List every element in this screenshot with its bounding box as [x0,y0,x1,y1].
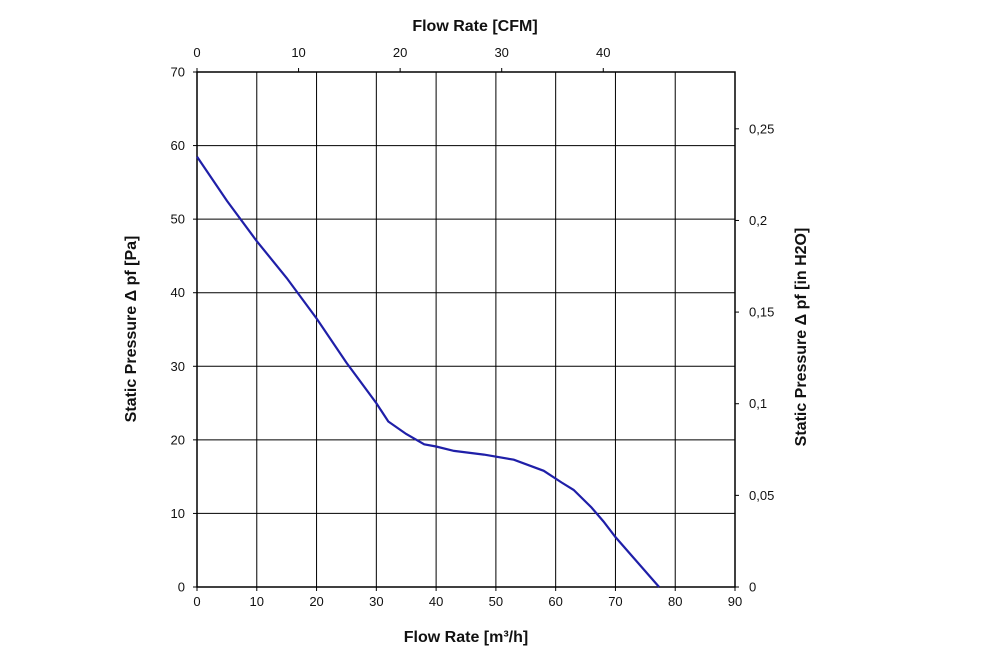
y-right-tick-label: 0,25 [749,121,774,136]
x-bottom-tick-label: 10 [250,594,264,609]
x-bottom-tick-label: 70 [608,594,622,609]
y-left-tick-label: 0 [178,580,185,595]
y-left-tick-label: 30 [171,359,185,374]
x-bottom-tick-label: 40 [429,594,443,609]
y-left-tick-label: 20 [171,432,185,447]
x-top-tick-label: 10 [291,45,305,60]
y-left-tick-label: 10 [171,506,185,521]
y-right-axis-title: Static Pressure Δ pf [in H2O] [793,228,810,447]
y-right-tick-label: 0 [749,580,756,595]
x-bottom-tick-label: 0 [193,594,200,609]
x-bottom-tick-label: 20 [309,594,323,609]
tick-labels: 0 10 20 30 40 50 60 70 80 90 0 10 20 30 40 50 60 70 0 10 20 3… [171,45,775,609]
grid-lines [197,72,735,587]
x-bottom-tick-label: 50 [489,594,503,609]
plot-frame [196,71,736,588]
y-right-tick-label: 0,15 [749,305,774,320]
series-line [196,155,660,588]
x-top-tick-label: 30 [494,45,508,60]
x-bottom-axis-title: Flow Rate [m³/h] [404,629,528,646]
y-left-tick-label: 70 [171,65,185,80]
y-left-tick-label: 60 [171,138,185,153]
y-right-tick-label: 0,2 [749,213,767,228]
y-right-tick-label: 0,05 [749,488,774,503]
x-top-tick-label: 20 [393,45,407,60]
x-top-axis-title: Flow Rate [CFM] [412,18,537,35]
y-left-tick-label: 50 [171,212,185,227]
y-right-tick-label: 0,1 [749,396,767,411]
x-bottom-tick-label: 60 [548,594,562,609]
x-bottom-tick-label: 30 [369,594,383,609]
y-left-tick-label: 40 [171,285,185,300]
x-bottom-tick-label: 90 [728,594,742,609]
y-left-axis-title: Static Pressure Δ pf [Pa] [123,236,140,423]
x-top-tick-label: 40 [596,45,610,60]
x-bottom-tick-label: 80 [668,594,682,609]
x-top-tick-label: 0 [193,45,200,60]
